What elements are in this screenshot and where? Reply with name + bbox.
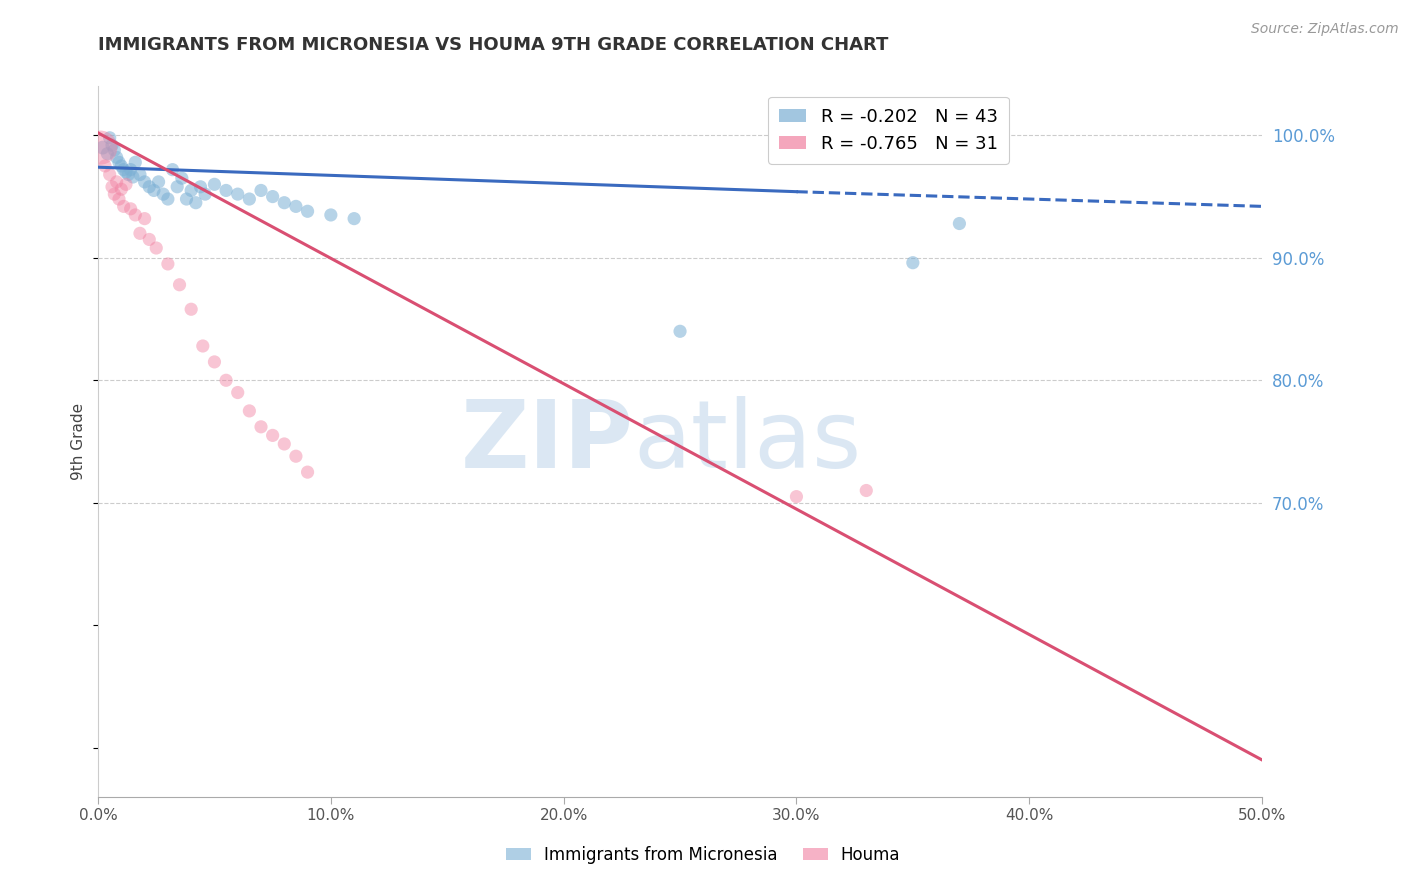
Point (101, 138, 124, 153)
Point (89, 140, 111, 154)
Point (138, 232, 160, 246)
Legend: Immigrants from Micronesia, Houma: Immigrants from Micronesia, Houma (499, 839, 907, 871)
Point (238, 192, 260, 206)
Point (122, 169, 145, 184)
Point (156, 257, 179, 271)
Point (124, 155, 146, 169)
Point (134, 211, 156, 226)
Point (226, 187, 249, 202)
Point (238, 404, 260, 418)
Point (105, 175, 128, 189)
Point (112, 162, 135, 177)
Point (156, 192, 179, 206)
Point (129, 168, 152, 182)
Legend: R = -0.202   N = 43, R = -0.765   N = 31: R = -0.202 N = 43, R = -0.765 N = 31 (768, 97, 1008, 163)
Point (343, 211, 366, 226)
Point (284, 199, 307, 213)
Point (162, 162, 184, 177)
Point (169, 277, 191, 292)
Point (112, 199, 135, 213)
Point (108, 192, 131, 206)
Point (948, 217, 970, 231)
Point (297, 465, 319, 479)
Point (145, 241, 167, 255)
Point (98, 130, 121, 145)
Text: IMMIGRANTS FROM MICRONESIA VS HOUMA 9TH GRADE CORRELATION CHART: IMMIGRANTS FROM MICRONESIA VS HOUMA 9TH … (98, 36, 889, 54)
Point (96, 146, 118, 161)
Point (319, 208, 342, 222)
Point (194, 187, 217, 202)
Point (101, 179, 124, 194)
Point (669, 324, 692, 338)
Point (262, 189, 284, 203)
Point (124, 208, 146, 222)
Point (226, 385, 249, 400)
Point (855, 483, 877, 498)
Point (166, 179, 188, 194)
Point (180, 302, 202, 317)
Point (901, 256, 924, 270)
Point (262, 428, 284, 442)
Point (108, 155, 131, 169)
Point (117, 168, 139, 182)
Point (190, 179, 212, 194)
Point (120, 162, 142, 177)
Point (120, 202, 142, 216)
Point (273, 437, 295, 451)
Point (785, 490, 807, 504)
Point (204, 355, 226, 369)
Point (180, 184, 202, 198)
Point (94, 159, 117, 173)
Point (115, 178, 138, 192)
Point (204, 178, 226, 192)
Point (91, 140, 114, 154)
Point (148, 175, 170, 189)
Text: ZIP: ZIP (461, 395, 634, 488)
Point (170, 171, 193, 186)
Point (184, 195, 207, 210)
Text: atlas: atlas (634, 395, 862, 488)
Point (105, 150, 128, 164)
Y-axis label: 9th Grade: 9th Grade (72, 403, 86, 480)
Point (115, 165, 138, 179)
Point (98, 168, 121, 182)
Point (215, 373, 238, 387)
Point (273, 195, 295, 210)
Point (129, 227, 152, 241)
Point (103, 187, 125, 202)
Point (250, 419, 273, 434)
Point (152, 187, 174, 202)
Point (110, 159, 132, 173)
Point (250, 184, 273, 198)
Point (297, 204, 319, 219)
Point (134, 175, 156, 189)
Point (191, 339, 214, 353)
Point (142, 184, 165, 198)
Point (138, 179, 160, 194)
Point (103, 143, 125, 157)
Point (110, 182, 132, 196)
Point (284, 449, 307, 463)
Text: Source: ZipAtlas.com: Source: ZipAtlas.com (1251, 22, 1399, 37)
Point (176, 192, 198, 206)
Point (215, 184, 238, 198)
